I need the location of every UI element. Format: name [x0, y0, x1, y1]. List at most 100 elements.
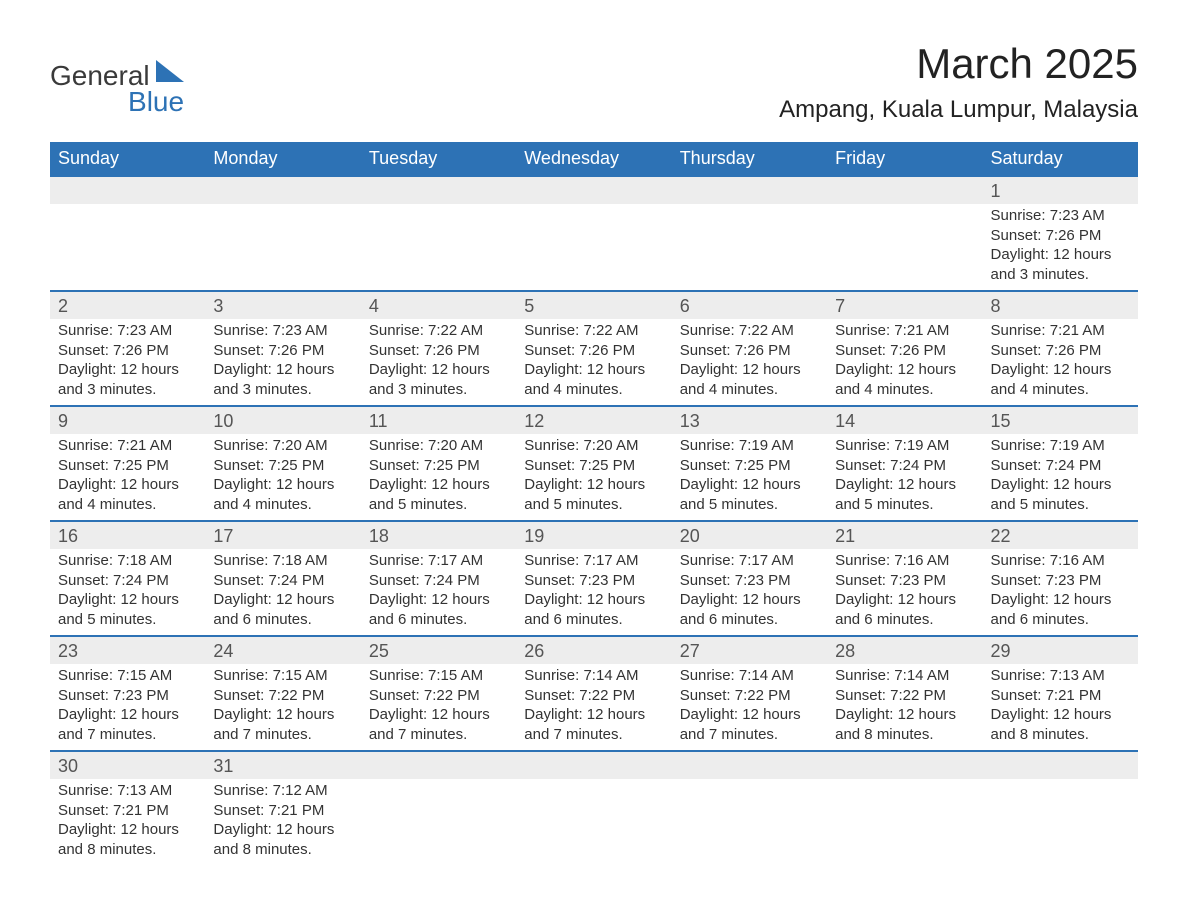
day-cell-body: Sunrise: 7:22 AMSunset: 7:26 PMDaylight:… [361, 319, 516, 405]
sunset-line: Sunset: 7:25 PM [524, 456, 663, 476]
day-cell-body: Sunrise: 7:22 AMSunset: 7:26 PMDaylight:… [672, 319, 827, 405]
dayhead-friday: Friday [827, 142, 982, 176]
day-cell: Sunrise: 7:23 AMSunset: 7:26 PMDaylight:… [205, 319, 360, 406]
day-cell-body [50, 204, 205, 212]
sunrise-line: Sunrise: 7:18 AM [213, 551, 352, 571]
calendar-daynum-row: 3031 [50, 751, 1138, 779]
daylight-line: Daylight: 12 hours and 3 minutes. [213, 360, 352, 399]
sunrise-line: Sunrise: 7:16 AM [991, 551, 1130, 571]
sunrise-line: Sunrise: 7:17 AM [680, 551, 819, 571]
day-cell-body: Sunrise: 7:20 AMSunset: 7:25 PMDaylight:… [516, 434, 671, 520]
daylight-line: Daylight: 12 hours and 3 minutes. [991, 245, 1130, 284]
day-cell-body [827, 779, 982, 787]
daylight-line: Daylight: 12 hours and 5 minutes. [680, 475, 819, 514]
day-cell: Sunrise: 7:19 AMSunset: 7:24 PMDaylight:… [983, 434, 1138, 521]
sunset-line: Sunset: 7:22 PM [680, 686, 819, 706]
calendar-daynum-row: 9101112131415 [50, 406, 1138, 434]
sunrise-line: Sunrise: 7:12 AM [213, 781, 352, 801]
calendar-content-row: Sunrise: 7:13 AMSunset: 7:21 PMDaylight:… [50, 779, 1138, 865]
day-cell: Sunrise: 7:16 AMSunset: 7:23 PMDaylight:… [983, 549, 1138, 636]
sunset-line: Sunset: 7:26 PM [524, 341, 663, 361]
day-number-cell: 26 [516, 636, 671, 664]
daylight-line: Daylight: 12 hours and 8 minutes. [213, 820, 352, 859]
sunset-line: Sunset: 7:26 PM [680, 341, 819, 361]
sunset-line: Sunset: 7:24 PM [369, 571, 508, 591]
day-number: 2 [50, 292, 205, 319]
sunset-line: Sunset: 7:25 PM [680, 456, 819, 476]
day-cell-body [205, 204, 360, 212]
day-cell: Sunrise: 7:16 AMSunset: 7:23 PMDaylight:… [827, 549, 982, 636]
day-number-cell: 4 [361, 291, 516, 319]
daylight-line: Daylight: 12 hours and 4 minutes. [835, 360, 974, 399]
day-cell [361, 779, 516, 865]
sunrise-line: Sunrise: 7:15 AM [369, 666, 508, 686]
day-cell-body [361, 779, 516, 787]
day-number: 21 [827, 522, 982, 549]
day-cell-body: Sunrise: 7:17 AMSunset: 7:24 PMDaylight:… [361, 549, 516, 635]
day-cell-body [672, 204, 827, 212]
day-number [50, 177, 205, 183]
day-cell: Sunrise: 7:19 AMSunset: 7:24 PMDaylight:… [827, 434, 982, 521]
day-cell: Sunrise: 7:17 AMSunset: 7:24 PMDaylight:… [361, 549, 516, 636]
sunset-line: Sunset: 7:23 PM [991, 571, 1130, 591]
day-cell-body: Sunrise: 7:17 AMSunset: 7:23 PMDaylight:… [672, 549, 827, 635]
sunrise-line: Sunrise: 7:20 AM [213, 436, 352, 456]
sunrise-line: Sunrise: 7:15 AM [58, 666, 197, 686]
calendar-content-row: Sunrise: 7:18 AMSunset: 7:24 PMDaylight:… [50, 549, 1138, 636]
day-number-cell [827, 751, 982, 779]
day-number: 1 [983, 177, 1138, 204]
sunset-line: Sunset: 7:24 PM [991, 456, 1130, 476]
daylight-line: Daylight: 12 hours and 4 minutes. [991, 360, 1130, 399]
day-number-cell [361, 176, 516, 204]
daylight-line: Daylight: 12 hours and 8 minutes. [58, 820, 197, 859]
day-number [672, 752, 827, 758]
day-cell-body: Sunrise: 7:15 AMSunset: 7:23 PMDaylight:… [50, 664, 205, 750]
sunset-line: Sunset: 7:26 PM [213, 341, 352, 361]
day-cell-body: Sunrise: 7:15 AMSunset: 7:22 PMDaylight:… [205, 664, 360, 750]
day-number-cell: 3 [205, 291, 360, 319]
day-cell: Sunrise: 7:12 AMSunset: 7:21 PMDaylight:… [205, 779, 360, 865]
sunset-line: Sunset: 7:25 PM [369, 456, 508, 476]
day-cell-body: Sunrise: 7:14 AMSunset: 7:22 PMDaylight:… [827, 664, 982, 750]
daylight-line: Daylight: 12 hours and 4 minutes. [213, 475, 352, 514]
day-cell-body: Sunrise: 7:18 AMSunset: 7:24 PMDaylight:… [205, 549, 360, 635]
daylight-line: Daylight: 12 hours and 7 minutes. [213, 705, 352, 744]
sunrise-line: Sunrise: 7:20 AM [524, 436, 663, 456]
day-number: 28 [827, 637, 982, 664]
day-number-cell [361, 751, 516, 779]
logo: General Blue [50, 60, 184, 118]
dayhead-saturday: Saturday [983, 142, 1138, 176]
sunset-line: Sunset: 7:24 PM [58, 571, 197, 591]
day-cell-body: Sunrise: 7:22 AMSunset: 7:26 PMDaylight:… [516, 319, 671, 405]
day-number-cell: 27 [672, 636, 827, 664]
day-cell: Sunrise: 7:22 AMSunset: 7:26 PMDaylight:… [516, 319, 671, 406]
sunrise-line: Sunrise: 7:21 AM [991, 321, 1130, 341]
sunrise-line: Sunrise: 7:13 AM [58, 781, 197, 801]
day-number-cell: 28 [827, 636, 982, 664]
dayhead-monday: Monday [205, 142, 360, 176]
daylight-line: Daylight: 12 hours and 8 minutes. [991, 705, 1130, 744]
day-number-cell: 22 [983, 521, 1138, 549]
day-number [827, 752, 982, 758]
sunset-line: Sunset: 7:24 PM [835, 456, 974, 476]
sunrise-line: Sunrise: 7:16 AM [835, 551, 974, 571]
sunset-line: Sunset: 7:25 PM [213, 456, 352, 476]
day-number: 8 [983, 292, 1138, 319]
day-cell: Sunrise: 7:20 AMSunset: 7:25 PMDaylight:… [516, 434, 671, 521]
logo-triangle-icon [156, 60, 184, 87]
sunrise-line: Sunrise: 7:21 AM [835, 321, 974, 341]
day-cell-body [361, 204, 516, 212]
calendar-daynum-row: 1 [50, 176, 1138, 204]
sunset-line: Sunset: 7:25 PM [58, 456, 197, 476]
daylight-line: Daylight: 12 hours and 6 minutes. [835, 590, 974, 629]
day-number: 4 [361, 292, 516, 319]
calendar-daynum-row: 2345678 [50, 291, 1138, 319]
day-cell: Sunrise: 7:18 AMSunset: 7:24 PMDaylight:… [205, 549, 360, 636]
sunrise-line: Sunrise: 7:18 AM [58, 551, 197, 571]
daylight-line: Daylight: 12 hours and 7 minutes. [680, 705, 819, 744]
day-number: 10 [205, 407, 360, 434]
sunrise-line: Sunrise: 7:19 AM [680, 436, 819, 456]
day-number [516, 177, 671, 183]
sunrise-line: Sunrise: 7:22 AM [680, 321, 819, 341]
day-number [672, 177, 827, 183]
